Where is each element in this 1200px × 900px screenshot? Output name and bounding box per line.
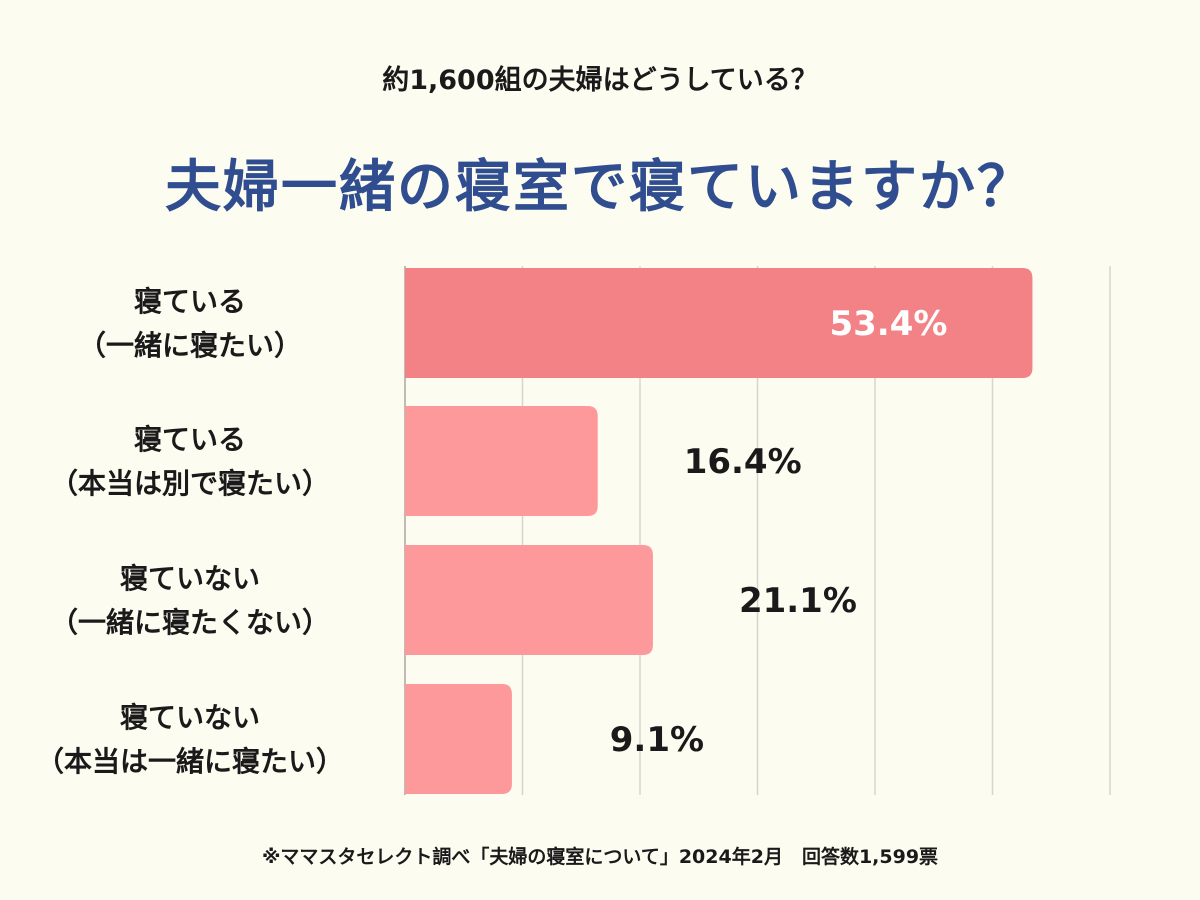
bar	[405, 545, 653, 655]
category-label: 寝ている	[134, 423, 246, 456]
value-label: 21.1%	[739, 581, 857, 621]
chart-title: 夫婦一緒の寝室で寝ていますか？	[165, 155, 1035, 220]
category-label: 寝ていない	[120, 562, 260, 595]
bar	[405, 684, 512, 794]
category-label: 寝ている	[134, 285, 246, 318]
chart-subtitle: 約1,600組の夫婦はどうしている？	[382, 65, 818, 96]
bar	[405, 406, 598, 516]
category-labels: 寝ている （一緒に寝たい） 寝ている （本当は別で寝たい） 寝ていない （一緒に寝たくない…	[36, 285, 344, 778]
category-label: 寝ていない	[120, 701, 260, 734]
bar	[405, 268, 1033, 378]
source-footnote: ※ママスタセレクト調べ「夫婦の寝室について」2024年2月 回答数1,599票	[261, 846, 939, 868]
value-label: 9.1%	[610, 720, 704, 760]
category-label: （一緒に寝たくない）	[50, 606, 330, 639]
value-label: 16.4%	[684, 442, 802, 482]
category-label: （本当は一緒に寝たい）	[36, 745, 344, 778]
category-label: （一緒に寝たい）	[78, 329, 302, 362]
category-label: （本当は別で寝たい）	[50, 467, 330, 500]
value-labels: 53.4% 16.4% 21.1% 9.1%	[610, 304, 948, 760]
value-label: 53.4%	[829, 304, 947, 344]
bars	[405, 268, 1033, 794]
